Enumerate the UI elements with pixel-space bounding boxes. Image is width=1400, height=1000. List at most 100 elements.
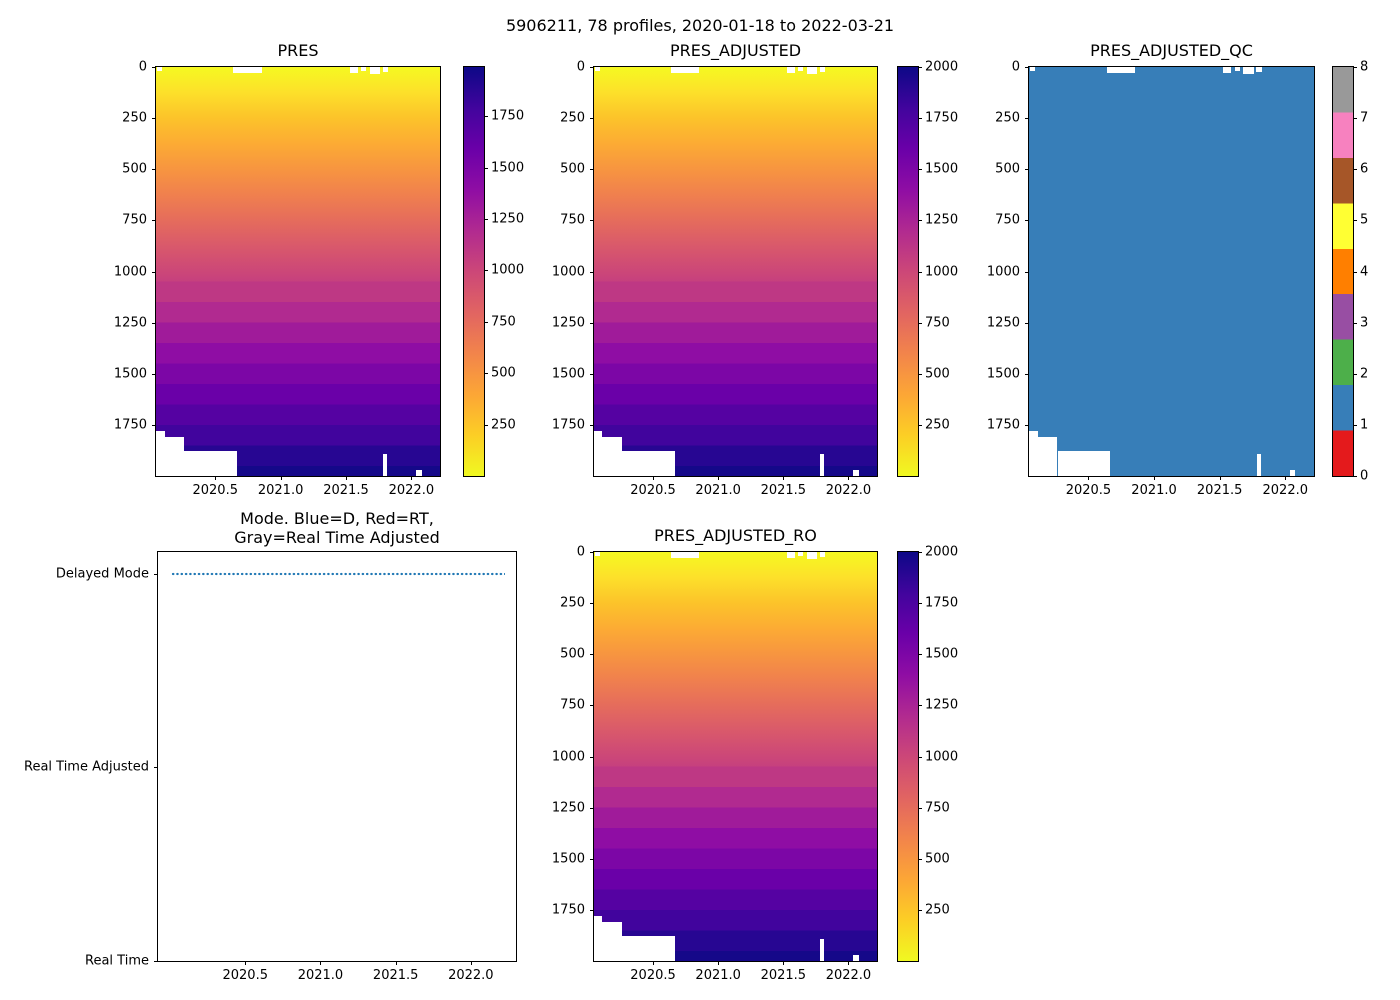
- colorbar-tick-label: 4: [1360, 264, 1369, 279]
- x-tick-label: 2022.0: [1262, 483, 1309, 498]
- y-tick-label: 1750: [113, 417, 147, 433]
- colorbar-tick-mark: [1353, 373, 1357, 375]
- missing-data-gap-pres_adjusted_qc: [1223, 67, 1232, 73]
- subplot-mode-title-line1: Mode. Blue=D, Red=RT,: [240, 509, 434, 528]
- x-tick-mark: [848, 961, 850, 965]
- colorbar-tick-label: 7: [1360, 110, 1369, 126]
- heatmap-pres_adjusted_ro: [594, 552, 877, 961]
- colorbar-tick-label: 1250: [491, 211, 525, 227]
- x-tick-mark: [783, 961, 785, 965]
- y-tick-mark: [590, 322, 594, 324]
- x-tick-mark: [215, 476, 217, 480]
- x-tick-label: 2020.5: [222, 968, 268, 983]
- colorbar-tick-mark: [918, 169, 922, 171]
- colorbar-tick-mark: [918, 858, 922, 860]
- missing-data-gap-pres_adjusted_ro: [806, 552, 817, 559]
- colorbar-tick-label: 2000: [925, 544, 959, 560]
- y-tick-label: 500: [560, 646, 585, 662]
- y-tick-label: 0: [138, 59, 147, 75]
- y-tick-mark: [590, 67, 594, 68]
- y-tick-mark: [590, 756, 594, 758]
- y-tick-label: 500: [560, 161, 585, 177]
- x-tick-mark: [320, 961, 322, 965]
- missing-data-step-pres: [184, 451, 237, 476]
- colorbar-tick-mark: [1353, 271, 1357, 273]
- colorbar-tick-label: 1500: [925, 161, 959, 177]
- y-tick-mark: [1025, 220, 1029, 222]
- x-tick-mark: [245, 961, 247, 965]
- colorbar-tick-label: 1000: [491, 262, 525, 278]
- x-tick-label: 2020.5: [1065, 483, 1112, 498]
- x-tick-label: 2022.0: [448, 968, 494, 983]
- colorbar-qc: 0 1 2 3 4 5 6 7 8: [1332, 60, 1368, 484]
- y-tick-mark: [154, 961, 158, 962]
- y-tick-mark: [590, 220, 594, 222]
- heatmap-pres: [156, 67, 440, 476]
- missing-data-gap-pres_adjusted: [670, 67, 700, 73]
- x-tick-label: 2021.0: [1131, 483, 1177, 498]
- subplot-pres-adjusted-qc-plot-area: [1029, 67, 1314, 476]
- missing-data-step-pres_adjusted: [594, 431, 603, 476]
- y-tick-mark: [1025, 271, 1029, 273]
- missing-data-gap-pres_adjusted_qc: [1030, 67, 1035, 71]
- x-tick-label: 2021.5: [323, 483, 369, 498]
- y-tick-label: 1500: [986, 366, 1020, 382]
- missing-data-gap-pres_adjusted_qc: [1256, 67, 1263, 72]
- y-tick-mark: [590, 271, 594, 273]
- colorbar-tick-mark: [918, 67, 922, 68]
- y-tick-mark: [590, 118, 594, 120]
- colorbar-tick-label: 750: [925, 800, 950, 816]
- missing-data-notch-pres_adjusted_ro: [853, 955, 859, 961]
- colorbar-gradient-pres_adjusted_ro: [898, 552, 918, 961]
- y-tick-mark: [1025, 322, 1029, 324]
- x-tick-label: 2021.5: [760, 483, 807, 498]
- colorbar-pres-adjusted: 250 500 750 1000 1250 1500 1750 2000: [897, 60, 958, 477]
- subplot-pres: PRES 2020.5 2021.0 2021.5 2022.0 0 250 500 750 1…: [114, 41, 441, 498]
- y-tick-mark: [590, 807, 594, 809]
- subplot-pres-adjusted-qc: PRES_ADJUSTED_QC 2020.5 2021.0 2021.5 2022.…: [987, 41, 1315, 498]
- y-tick-mark: [1025, 67, 1029, 68]
- y-tick-label: 750: [560, 697, 585, 713]
- missing-data-notch-pres_adjusted_qc: [1290, 470, 1296, 476]
- y-tick-label: 250: [560, 595, 585, 611]
- x-tick-label: 2021.0: [695, 968, 741, 983]
- y-tick-label: 0: [1011, 59, 1020, 75]
- colorbar-tick-label: 2000: [925, 59, 959, 75]
- missing-data-gap-pres: [157, 67, 162, 71]
- colorbar-tick-mark: [1353, 476, 1357, 477]
- missing-data-step-pres_adjusted: [622, 451, 675, 476]
- colorbar-tick-label: 1250: [925, 697, 959, 713]
- colorbar-tick-mark: [484, 270, 488, 272]
- colorbar-tick-mark: [1353, 67, 1357, 68]
- missing-data-gap-pres_adjusted: [595, 67, 600, 71]
- y-tick-mark: [1025, 424, 1029, 426]
- colorbar-tick-mark: [918, 373, 922, 375]
- missing-data-gap-pres_adjusted_ro: [819, 552, 826, 557]
- missing-data-step-pres_adjusted_ro: [602, 922, 623, 961]
- colorbar-tick-label: 1750: [925, 595, 959, 611]
- y-tick-label: 1500: [113, 366, 147, 382]
- y-tick-mark: [1025, 373, 1029, 375]
- y-tick-mark: [590, 705, 594, 707]
- colorbar-tick-label: 1750: [925, 110, 959, 126]
- x-tick-label: 2022.0: [388, 483, 435, 498]
- x-tick-label: 2020.5: [630, 483, 676, 498]
- x-tick-label: 2021.5: [1196, 483, 1243, 498]
- x-tick-mark: [653, 961, 655, 965]
- colorbar-gradient-pres_adjusted_qc: [1333, 67, 1353, 476]
- missing-data-gap-pres: [233, 67, 262, 73]
- y-tick-label: 1000: [986, 264, 1020, 279]
- colorbar-gradient-pres_adjusted: [898, 67, 918, 476]
- x-tick-mark: [848, 476, 850, 480]
- subplot-pres-plot-area: [156, 67, 440, 476]
- colorbar-tick-label: 1250: [925, 212, 959, 228]
- missing-data-gap-pres_adjusted: [819, 67, 826, 72]
- y-tick-mark: [590, 552, 594, 553]
- y-tick-mark: [152, 271, 156, 273]
- colorbar-tick-label: 1000: [925, 749, 959, 764]
- colorbar-tick-label: 250: [925, 417, 950, 433]
- x-tick-mark: [395, 961, 397, 965]
- missing-data-step-pres_adjusted_ro: [622, 936, 675, 961]
- x-tick-label: 2021.0: [695, 483, 741, 498]
- colorbar-tick-mark: [484, 219, 488, 221]
